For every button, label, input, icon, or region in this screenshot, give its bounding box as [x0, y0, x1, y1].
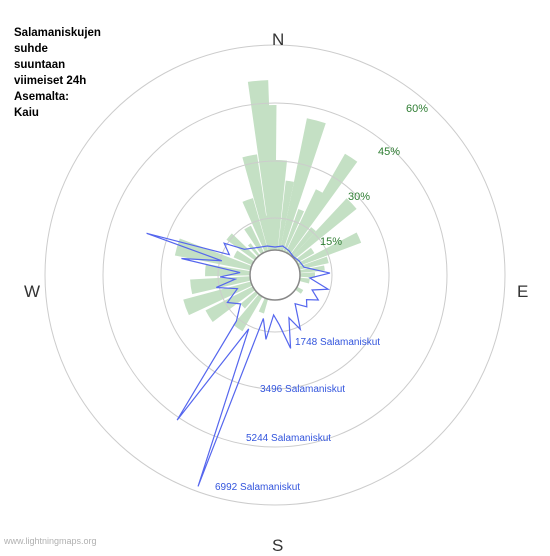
title-line: Salamaniskujen	[14, 25, 101, 41]
svg-text:15%: 15%	[320, 236, 342, 248]
svg-text:3496 Salamaniskut: 3496 Salamaniskut	[260, 384, 345, 395]
compass-east-label: E	[517, 282, 528, 302]
svg-text:1748 Salamaniskut: 1748 Salamaniskut	[295, 337, 380, 348]
chart-title: Salamaniskujen suhde suuntaan viimeiset …	[14, 25, 101, 122]
svg-text:5244 Salamaniskut: 5244 Salamaniskut	[246, 433, 331, 444]
title-line: suhde	[14, 41, 101, 57]
svg-text:6992 Salamaniskut: 6992 Salamaniskut	[215, 482, 300, 493]
svg-text:45%: 45%	[378, 146, 400, 158]
title-line: Kaiu	[14, 105, 101, 121]
svg-text:30%: 30%	[348, 191, 370, 203]
compass-north-label: N	[272, 30, 284, 50]
credit-label: www.lightningmaps.org	[4, 536, 97, 546]
svg-text:60%: 60%	[406, 103, 428, 115]
compass-west-label: W	[24, 282, 40, 302]
title-line: suuntaan	[14, 57, 101, 73]
title-line: viimeiset 24h	[14, 73, 101, 89]
title-line: Asemalta:	[14, 89, 101, 105]
compass-south-label: S	[272, 536, 283, 556]
